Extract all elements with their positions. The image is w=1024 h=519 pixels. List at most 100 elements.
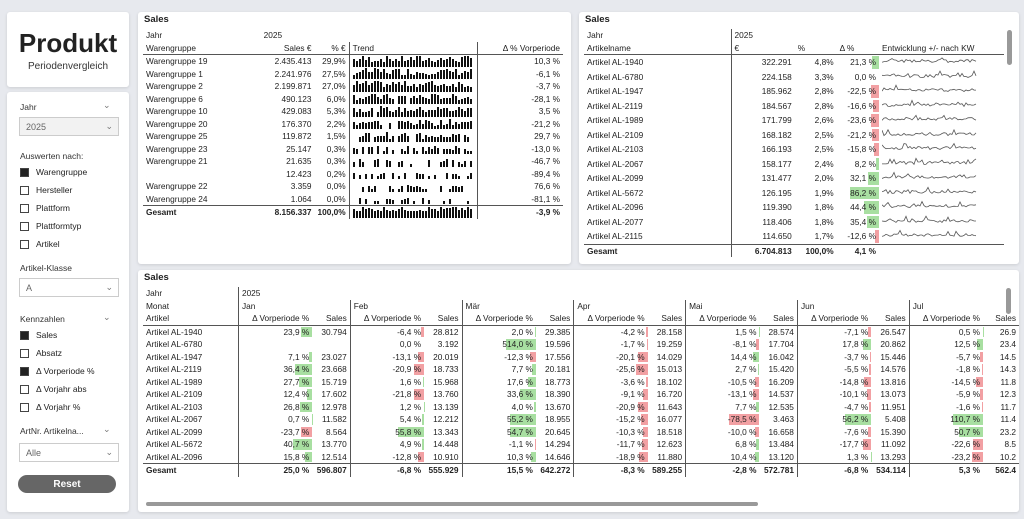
month-header[interactable]: Jan	[237, 299, 351, 312]
column-header[interactable]: Sales €	[260, 41, 315, 55]
column-header[interactable]: Sales	[759, 312, 798, 326]
chevron-down-icon[interactable]: ⌄	[103, 312, 111, 322]
column-header[interactable]: Sales	[983, 312, 1019, 326]
checkbox-eval_options-3[interactable]: Plattformtyp	[20, 221, 81, 231]
delta-cell: -10,3 %	[573, 425, 648, 438]
column-header[interactable]: Sales	[424, 312, 463, 326]
column-header[interactable]: Sales	[535, 312, 574, 326]
chevron-down-icon[interactable]: ⌄	[103, 424, 111, 434]
column-header[interactable]: Δ % Vorperiode	[476, 41, 563, 55]
column-header[interactable]: Artikelname	[584, 41, 732, 55]
table-row[interactable]: Artikel AL-2103 26,8 % 12.978 1,2 % 13.139 4,…	[143, 400, 1019, 413]
table-row[interactable]: Artikel AL-2103 166.193 2,5% -15,8 %	[584, 142, 1004, 157]
table-row[interactable]: Artikel AL-1940 23,9 % 30.794 -6,4 % 28.812 2…	[143, 325, 1019, 338]
sparkline-bar	[367, 84, 370, 92]
table-row[interactable]: Warengruppe 6 490.123 6,0% -28,1 %	[143, 92, 563, 105]
checkbox-eval_options-0[interactable]: Warengruppe	[20, 167, 87, 177]
column-header[interactable]: Δ Vorperiode %	[237, 312, 313, 326]
table-row[interactable]: Artikel AL-2067 158.177 2,4% 8,2 %	[584, 156, 1004, 171]
table-row[interactable]: Artikel AL-5672 126.195 1,9% 86,2 %	[584, 185, 1004, 201]
column-header[interactable]: Δ Vorperiode %	[908, 312, 984, 326]
table-row[interactable]: Artikel AL-1940 322.291 4,8% 21,3 %	[584, 54, 1004, 70]
table-row[interactable]: Warengruppe 10 429.083 5,3% 3,5 %	[143, 105, 563, 118]
table-row[interactable]: Artikel AL-1947 7,1 % 23.027 -13,1 % 20.019 -…	[143, 350, 1019, 363]
sparkline-bar	[427, 75, 430, 79]
column-header[interactable]: %	[794, 41, 837, 55]
column-header[interactable]: Δ Vorperiode %	[461, 312, 536, 326]
column-header[interactable]: Trend	[348, 41, 478, 55]
table-row[interactable]: Artikel AL-6780 224.158 3,3% 0,0 %	[584, 69, 1004, 84]
month-header[interactable]: Apr	[573, 299, 686, 312]
column-header[interactable]: Δ Vorperiode %	[685, 312, 760, 326]
checkbox-kenn_options-3[interactable]: Δ Vorjahr abs	[20, 384, 87, 394]
table-row[interactable]: Artikel AL-2096 15,8 % 12.514 -12,8 % 10.910…	[143, 450, 1019, 464]
vertical-scrollbar[interactable]	[1007, 30, 1012, 65]
table-row[interactable]: Artikel AL-1989 171.799 2,6% -23,6 %	[584, 113, 1004, 128]
column-header[interactable]: Warengruppe	[143, 41, 261, 55]
table-row[interactable]: Warengruppe 24 1.064 0,0% -81,1 %	[143, 192, 563, 206]
table-row[interactable]: Warengruppe 20 176.370 2,2% -21,2 %	[143, 117, 563, 130]
table-row[interactable]: Artikel AL-2099 -23,7 % 8.564 55,8 % 13.343 5…	[143, 425, 1019, 438]
column-header[interactable]: Sales	[312, 312, 351, 326]
column-header[interactable]: Sales	[647, 312, 686, 326]
table-row[interactable]: Artikel AL-2119 184.567 2,8% -16,6 %	[584, 98, 1004, 113]
month-header[interactable]: Jul	[908, 299, 1019, 312]
checkbox-eval_options-4[interactable]: Artikel	[20, 239, 60, 249]
klasse-dropdown[interactable]: A ⌄	[19, 278, 119, 297]
table-row[interactable]: Artikel AL-2096 119.390 1,8% 44,4 %	[584, 200, 1004, 215]
chevron-down-icon[interactable]: ⌄	[103, 100, 111, 110]
month-header[interactable]: Jun	[796, 299, 910, 312]
table-row[interactable]: Warengruppe 1 2.241.976 27,5% -6,1 %	[143, 67, 563, 80]
kw-sparkline	[879, 186, 1004, 201]
table-row[interactable]: Artikel AL-2099 131.477 2,0% 32,1 %	[584, 171, 1004, 186]
checkbox-kenn_options-0[interactable]: Sales	[20, 330, 57, 340]
table-row[interactable]: 12.423 0,2% -89,4 %	[143, 167, 563, 180]
checkbox-kenn_options-1[interactable]: Absatz	[20, 348, 62, 358]
horizontal-scrollbar[interactable]	[146, 502, 758, 506]
sparkline-bar	[394, 68, 397, 79]
reset-button[interactable]: Reset	[18, 475, 116, 493]
table-row[interactable]: Warengruppe 23 25.147 0,3% -13,0 %	[143, 142, 563, 155]
table-row[interactable]: Warengruppe 21 21.635 0,3% -46,7 %	[143, 155, 563, 168]
column-header[interactable]: Entwicklung +/- nach KW	[878, 41, 1004, 55]
trend-sparkline	[348, 67, 478, 80]
table-row[interactable]: Artikel AL-1947 185.962 2,8% -22,5 %	[584, 84, 1004, 99]
checkbox-eval_options-1[interactable]: Hersteller	[20, 185, 72, 195]
sales-value: 16.077	[656, 414, 683, 424]
table-row[interactable]: Warengruppe 22 3.359 0,0% 76,6 %	[143, 180, 563, 193]
column-header[interactable]: Sales	[871, 312, 910, 326]
checkbox-kenn_options-4[interactable]: Δ Vorjahr %	[20, 402, 80, 412]
checkbox-eval_options-2[interactable]: Plattform	[20, 203, 70, 213]
table-row[interactable]: Artikel AL-2115 114.650 1,7% -12,6 %	[584, 229, 1004, 244]
table-row[interactable]: Warengruppe 25 119.872 1,5% 29,7 %	[143, 130, 563, 143]
month-header[interactable]: Feb	[349, 299, 463, 312]
artnr-dropdown[interactable]: Alle ⌄	[19, 443, 119, 462]
delta-value: 2,0 %	[511, 326, 533, 337]
table-row[interactable]: Artikel AL-2119 36,4 % 23.668 -20,9 % 18.733…	[143, 363, 1019, 376]
table-row[interactable]: Artikel AL-2077 118.406 1,8% 35,4 %	[584, 214, 1004, 229]
table-row[interactable]: Artikel AL-5672 40,7 % 13.770 4,9 % 14.448 -1…	[143, 438, 1019, 451]
year-dropdown[interactable]: 2025 ⌄	[19, 117, 119, 136]
column-header[interactable]: €	[730, 41, 795, 55]
month-header[interactable]: Mär	[461, 299, 574, 312]
column-header[interactable]: Δ Vorperiode %	[573, 312, 648, 326]
table-row[interactable]: Artikel AL-2109 12,4 % 17.602 -21,8 % 13.760…	[143, 388, 1019, 401]
table-row[interactable]: Warengruppe 2 2.199.871 27,0% -3,7 %	[143, 80, 563, 93]
visual-title: Sales	[144, 14, 169, 25]
column-header[interactable]: % €	[314, 41, 350, 55]
column-header[interactable]: Δ %	[836, 41, 879, 55]
table-row[interactable]: Artikel AL-2067 0,7 % 11.582 5,4 % 12.212 55,…	[143, 413, 1019, 426]
sparkline-bar	[451, 207, 454, 218]
sparkline-bar	[457, 187, 460, 192]
table-row[interactable]: Artikel AL-1989 27,7 % 15.719 1,6 % 15.968 17…	[143, 375, 1019, 388]
table-cell: Warengruppe 22	[146, 181, 208, 191]
checkbox-kenn_options-2[interactable]: Δ Vorperiode %	[20, 366, 95, 376]
sparkline-bar	[451, 93, 454, 104]
table-row[interactable]: Artikel AL-6780 0,0 % 3.192 514,0 % 19.596 -1…	[143, 338, 1019, 351]
table-row[interactable]: Warengruppe 19 2.435.413 29,9% 10,3 %	[143, 54, 563, 68]
column-header[interactable]: Δ Vorperiode %	[349, 312, 425, 326]
table-row[interactable]: Artikel AL-2109 168.182 2,5% -21,2 %	[584, 127, 1004, 142]
column-header[interactable]: Δ Vorperiode %	[796, 312, 872, 326]
vertical-scrollbar[interactable]	[1006, 288, 1011, 314]
month-header[interactable]: Mai	[685, 299, 798, 312]
